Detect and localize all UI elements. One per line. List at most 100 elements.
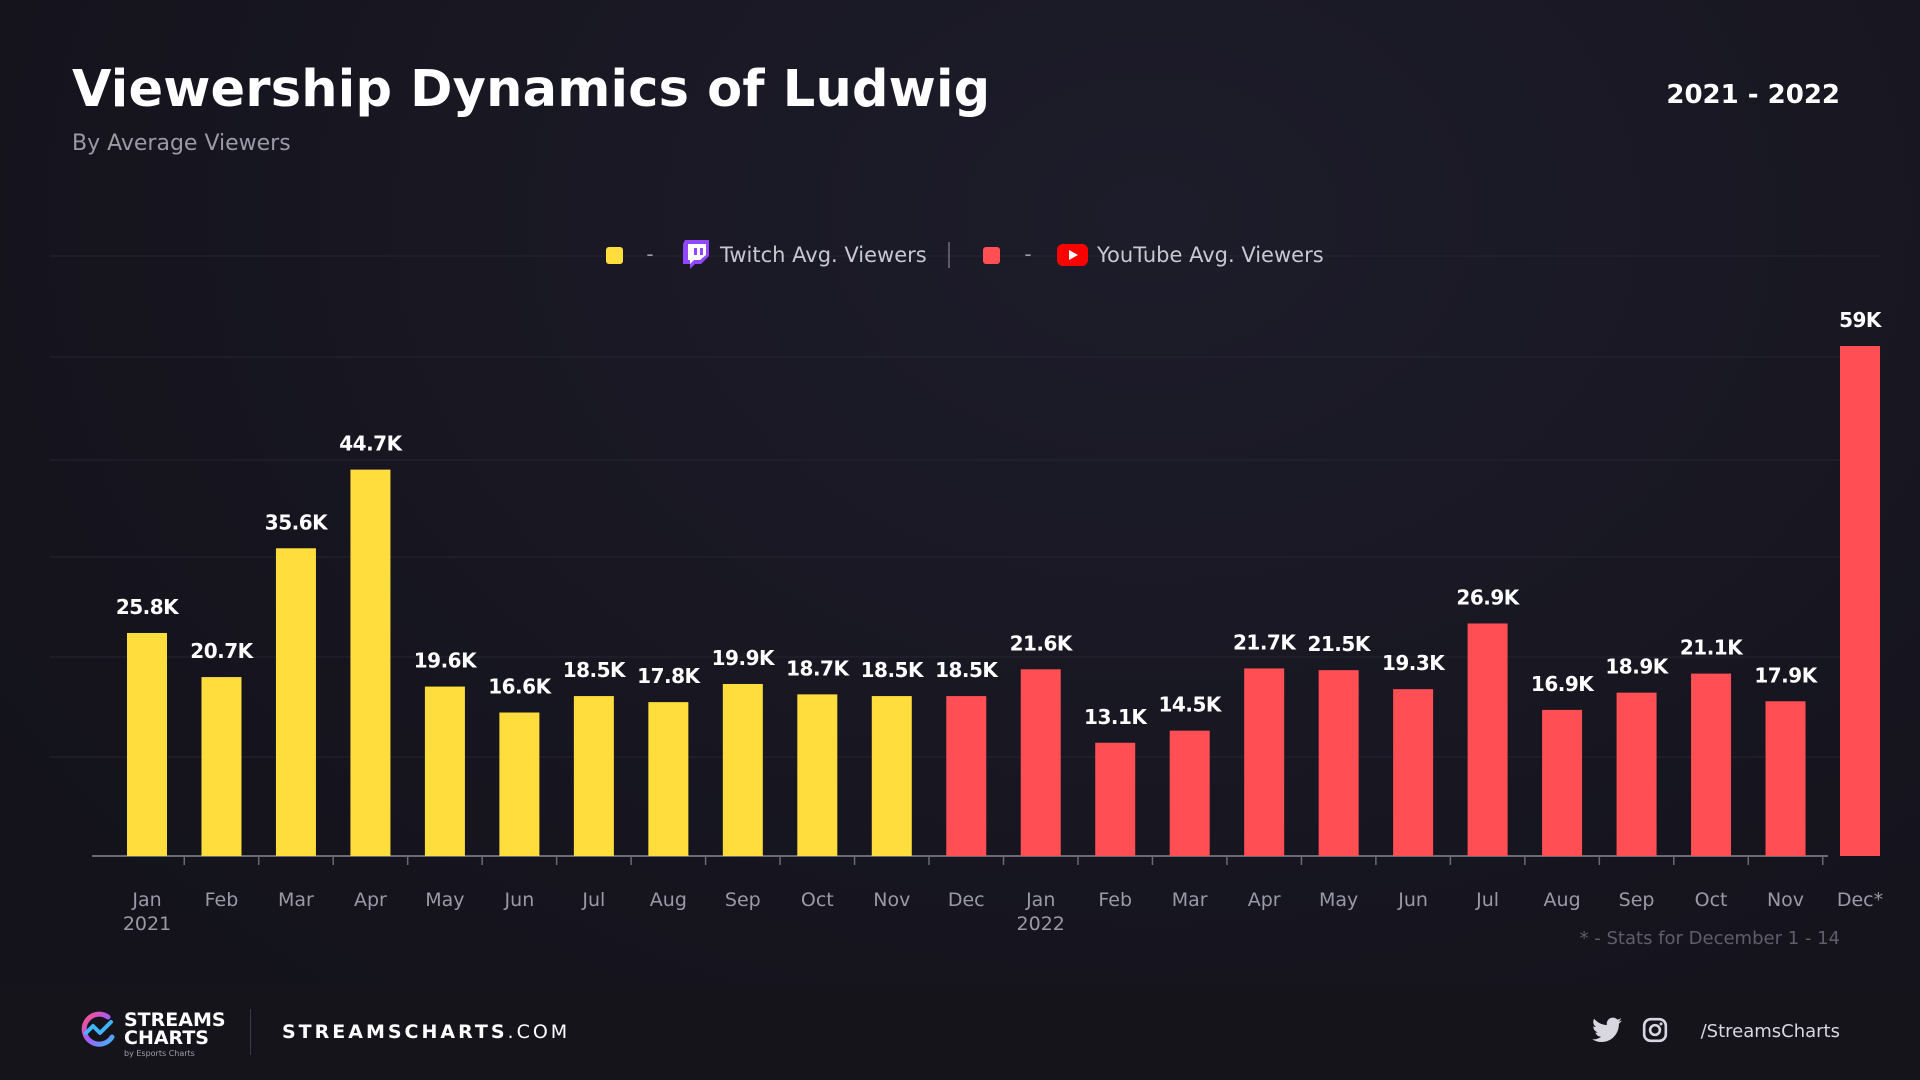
bar-value-label: 18.7K [786,656,850,680]
x-tick-label: Oct [1695,889,1728,911]
twitch-bar [201,677,242,856]
x-tick-label: Jul [1475,889,1499,911]
brand-line-2: CHARTS [124,1027,209,1049]
twitch-bar [275,548,316,856]
social-handle[interactable]: /StreamsCharts [1700,1021,1840,1042]
twitch-bar [648,702,689,856]
bar-value-label: 19.6K [414,649,478,673]
twitch-bar [350,469,391,856]
bar-value-label: 21.5K [1307,632,1371,656]
bar-value-label: 18.5K [935,658,999,682]
twitch-bar [722,683,763,856]
bar-value-label: 18.5K [563,658,627,682]
x-tick-label: Dec [948,889,985,911]
x-tick-label: Feb [205,889,239,911]
period-label: 2021 - 2022 [1666,80,1840,110]
bar-value-label: 17.8K [637,664,701,688]
viewership-bar-chart: - Twitch Avg. Viewers - YouTube Avg. Viewer… [50,240,1883,935]
x-tick-label: Sep [1619,889,1655,911]
twitch-bar [499,712,540,856]
bar-value-label: 19.3K [1382,651,1446,675]
youtube-bar [1542,709,1583,856]
twitter-icon[interactable] [1592,1017,1622,1043]
x-tick-year-label: 2022 [1017,913,1065,935]
footer: STREAMS CHARTS by Esports Charts STREAMS… [0,985,1920,1080]
site-url-rest: .COM [507,1021,571,1043]
footer-divider [250,1009,251,1055]
bar-value-label: 16.6K [488,675,552,699]
brand-line-1: STREAMS [124,1009,226,1031]
bar-value-label: 26.9K [1456,585,1520,609]
youtube-bar [946,696,987,856]
x-tick-label: Mar [278,889,314,911]
youtube-bar [1393,689,1434,856]
twitch-bar [424,686,465,856]
x-tick-label: Feb [1098,889,1132,911]
bar-value-label: 59K [1839,308,1883,332]
twitch-bar [871,696,912,856]
legend-dash: - [646,242,653,266]
footnote: * - Stats for December 1 - 14 [1579,928,1840,949]
bar-value-label: 44.7K [339,432,403,456]
youtube-bar [1765,701,1806,856]
chart-legend: - Twitch Avg. Viewers - YouTube Avg. Viewer… [606,240,1324,269]
legend-swatch-youtube [983,247,1000,264]
x-tick-label: Jan [131,889,161,911]
bar-value-label: 13.1K [1084,705,1148,729]
legend-swatch-twitch [606,247,623,264]
bar-value-label: 14.5K [1159,693,1223,717]
x-tick-label: Jun [1397,889,1428,911]
x-tick-label: Oct [801,889,834,911]
x-tick-label: Aug [1544,889,1581,911]
streamscharts-logo-icon [81,1011,115,1047]
page-subtitle: By Average Viewers [72,131,291,156]
x-tick-label: Nov [873,889,910,911]
twitch-bar [573,696,614,856]
x-tick-label: May [1319,889,1358,911]
bar-value-label: 21.1K [1680,636,1744,660]
bar-value-label: 18.9K [1605,655,1669,679]
x-tick-label: Sep [725,889,761,911]
legend-label-twitch: Twitch Avg. Viewers [719,243,927,267]
twitch-icon [683,240,709,269]
brand-subtitle: by Esports Charts [124,1049,195,1058]
site-url-bold: STREAMSCHARTS [282,1021,508,1043]
x-tick-label: Dec* [1837,889,1883,911]
youtube-bar [1095,742,1136,856]
x-tick-year-label: 2021 [123,913,171,935]
youtube-bar [1691,673,1732,856]
x-tick-label: Apr [354,889,387,911]
x-tick-label: Mar [1172,889,1208,911]
x-tick-label: Jul [581,889,605,911]
x-tick-label: Nov [1767,889,1804,911]
x-tick-label: Jan [1025,889,1055,911]
bar-value-label: 21.7K [1233,630,1297,654]
youtube-bar [1244,668,1285,856]
youtube-icon [1057,244,1088,266]
x-tick-label: May [425,889,464,911]
bar-value-label: 17.9K [1754,663,1818,687]
bar-value-label: 16.9K [1531,672,1595,696]
bar-value-label: 25.8K [116,595,180,619]
youtube-bar [1467,623,1508,856]
youtube-bar [1169,730,1210,856]
instagram-icon[interactable] [1642,1017,1668,1043]
bar-value-label: 19.9K [712,646,776,670]
twitch-bar [797,694,838,856]
brand-name: STREAMS CHARTS [124,1009,226,1049]
youtube-bar [1020,669,1061,856]
legend-dash: - [1024,242,1031,266]
bar-value-label: 35.6K [265,510,329,534]
youtube-bar [1318,670,1359,856]
x-tick-label: Aug [650,889,687,911]
bar-value-label: 21.6K [1010,631,1074,655]
page-title: Viewership Dynamics of Ludwig [72,60,991,119]
bar-value-label: 18.5K [861,658,925,682]
x-tick-label: Jun [504,889,535,911]
twitch-bar [127,632,167,856]
site-url[interactable]: STREAMSCHARTS.COM [282,1021,570,1043]
youtube-bar [1840,346,1880,856]
youtube-bar [1616,692,1657,856]
bar-value-label: 20.7K [190,639,254,663]
